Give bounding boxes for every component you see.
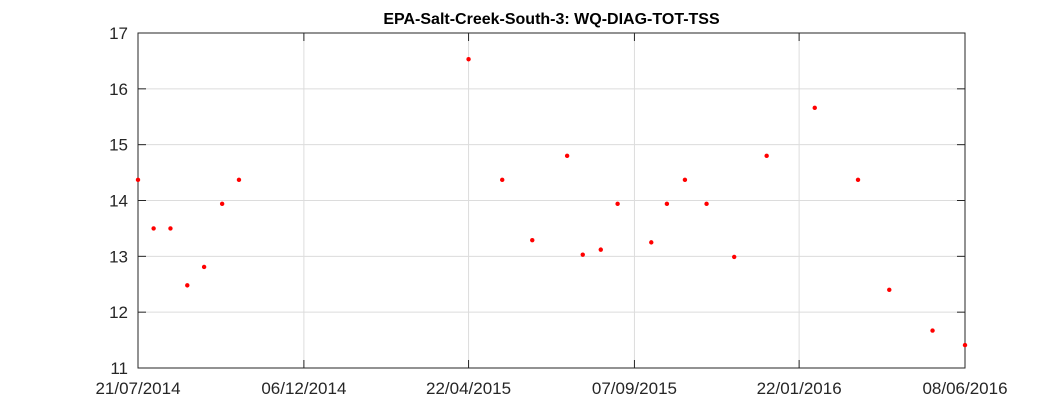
grid (137, 32, 966, 369)
data-point (185, 283, 190, 288)
y-tick-label: 14 (109, 192, 128, 211)
data-point (615, 201, 620, 207)
y-tick-label: 16 (109, 80, 128, 99)
x-axis-tick-labels: 21/07/2014 06/12/2014 22/04/2015 07/09/2015… (95, 379, 1007, 398)
x-tick-label: 21/07/2014 (95, 379, 180, 398)
y-tick-label: 15 (109, 136, 128, 155)
data-point (219, 201, 225, 207)
data-point (598, 247, 603, 252)
x-tick-label: 22/01/2016 (757, 379, 842, 398)
data-point (151, 226, 156, 231)
data-point (930, 328, 935, 333)
x-tick-label: 07/09/2015 (592, 379, 677, 398)
x-tick-label: 08/06/2016 (922, 379, 1007, 398)
data-point (564, 153, 570, 159)
data-point (704, 201, 709, 207)
data-point (962, 342, 968, 348)
x-tick-label: 22/04/2015 (426, 379, 511, 398)
x-tick-label: 06/12/2014 (261, 379, 346, 398)
data-points (135, 57, 968, 348)
y-tick-label: 17 (109, 24, 128, 43)
data-point (168, 226, 173, 231)
data-point (500, 177, 505, 183)
data-point (201, 264, 207, 270)
data-point (530, 237, 535, 243)
data-point (236, 177, 242, 183)
data-point (664, 201, 670, 207)
data-point (764, 153, 769, 159)
data-point (682, 177, 688, 183)
data-point (887, 287, 892, 293)
axis-ticks (137, 32, 966, 369)
data-point (812, 105, 817, 111)
data-point (466, 57, 471, 62)
y-tick-label: 12 (109, 303, 128, 322)
chart-title: EPA-Salt-Creek-South-3: WQ-DIAG-TOT-TSS (383, 11, 720, 28)
data-point (855, 177, 861, 183)
data-point (732, 254, 737, 260)
y-tick-label: 11 (110, 359, 128, 378)
y-tick-label: 13 (109, 247, 128, 266)
data-point (580, 252, 585, 257)
data-point (649, 240, 654, 245)
data-point (135, 177, 141, 183)
y-axis-tick-labels: 11 12 13 14 15 16 17 (109, 24, 128, 378)
